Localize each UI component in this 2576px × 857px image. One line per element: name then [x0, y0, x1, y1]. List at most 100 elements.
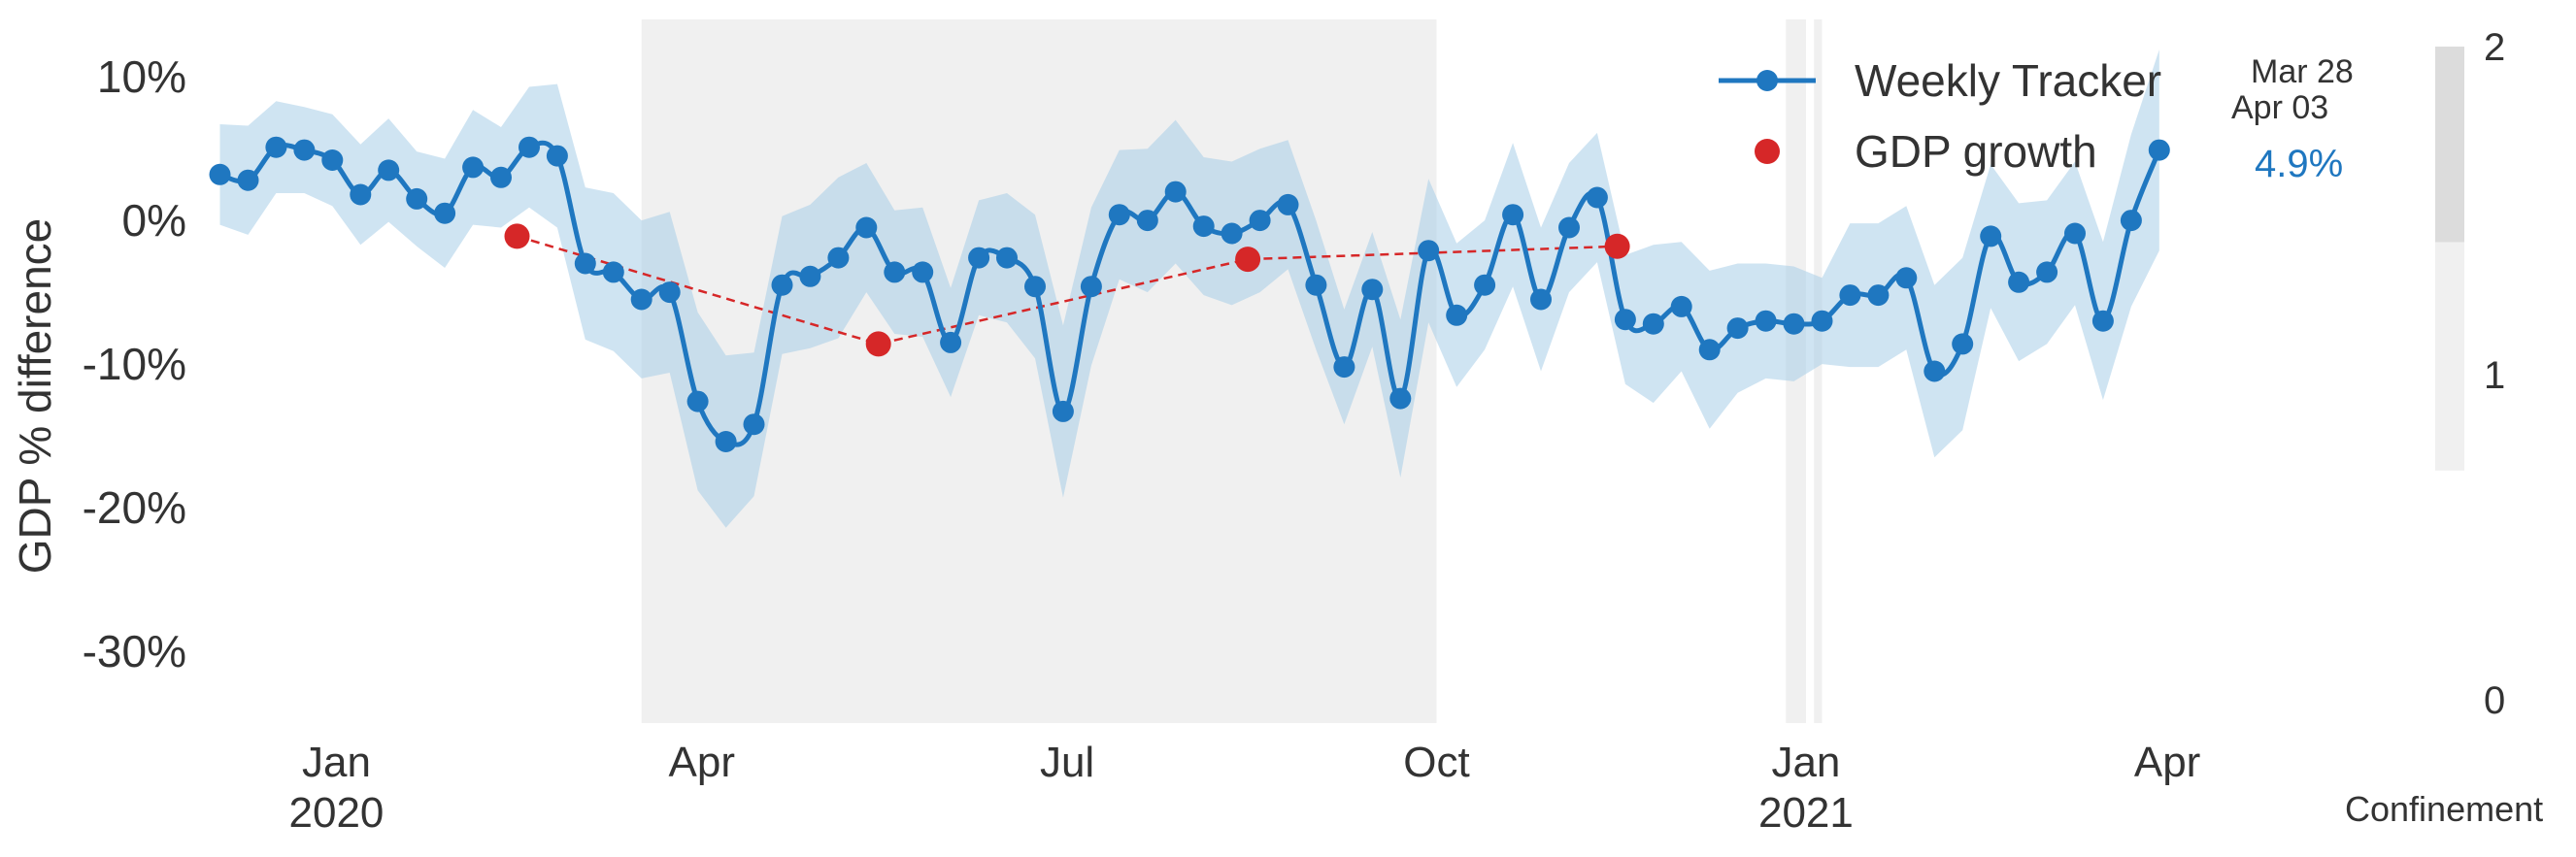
y-tick-label: 10% [97, 51, 186, 102]
x-tick-year: 2020 [289, 789, 385, 837]
weekly-tracker-point [1867, 284, 1890, 307]
weekly-tracker-point [602, 261, 624, 283]
weekly-tracker-point [1558, 216, 1580, 239]
y-tick-label: 0% [122, 195, 186, 246]
confinement-legend-band-2 [2435, 242, 2464, 471]
legend-marker-weekly-tracker [1756, 70, 1778, 91]
x-tick-month: Oct [1403, 739, 1469, 786]
legend-entry-gdp-growth: GDP growth [1755, 126, 2097, 177]
weekly-tracker-point [490, 166, 512, 188]
gdp-growth-point [504, 223, 530, 249]
annotation-date-2: Apr 03 [2231, 89, 2328, 126]
weekly-tracker-point [1389, 387, 1412, 410]
confinement-legend: 2 1 0 Confinement [2345, 26, 2543, 829]
weekly-tracker-point [321, 149, 344, 171]
weekly-tracker-point [462, 156, 485, 179]
y-axis-label: GDP % difference [10, 218, 60, 575]
weekly-tracker-point [1614, 309, 1636, 331]
weekly-tracker-point [1221, 222, 1243, 245]
confinement-legend-tick-2: 2 [2484, 26, 2505, 69]
weekly-tracker-point [1361, 279, 1384, 301]
weekly-tracker-point [771, 274, 793, 296]
weekly-tracker-point [855, 216, 878, 239]
confinement-legend-band-1 [2435, 47, 2464, 243]
weekly-tracker-point [1811, 310, 1833, 332]
weekly-tracker-point [350, 183, 372, 206]
y-axis-ticks: 10% 0% -10% -20% -30% [83, 51, 186, 676]
weekly-tracker-point [658, 281, 681, 304]
gdp-growth-point [1235, 247, 1261, 273]
weekly-tracker-point [1586, 186, 1608, 209]
weekly-tracker-point [1305, 274, 1327, 296]
annotation-latest-value: 4.9% [2255, 143, 2343, 185]
x-tick-year: 2021 [1758, 789, 1854, 837]
x-tick-month: Apr [2134, 739, 2200, 786]
weekly-tracker-point [1474, 274, 1496, 296]
weekly-tracker-point [1277, 193, 1299, 215]
weekly-tracker-point [1670, 295, 1692, 317]
weekly-tracker-point [1698, 339, 1721, 361]
weekly-tracker-point [237, 169, 259, 191]
weekly-tracker-point [2064, 222, 2086, 245]
x-tick-month: Jul [1040, 739, 1094, 786]
weekly-tracker-point [1333, 356, 1355, 379]
weekly-tracker-point [519, 136, 540, 158]
weekly-tracker-point [912, 261, 934, 283]
weekly-tracker-point [1642, 313, 1664, 335]
weekly-tracker-point [2008, 271, 2030, 293]
y-tick-label: -20% [83, 482, 186, 533]
weekly-tracker-point [1755, 310, 1777, 332]
weekly-tracker-point [1164, 181, 1187, 203]
weekly-tracker-point [1924, 360, 1946, 382]
y-tick-label: -30% [83, 626, 186, 676]
confinement-legend-tick-0: 0 [2484, 679, 2505, 722]
weekly-tracker-point [940, 331, 962, 353]
legend: Weekly Tracker GDP growth [1719, 55, 2161, 177]
weekly-tracker-point [743, 413, 765, 436]
weekly-tracker-point [630, 288, 652, 311]
weekly-tracker-point [686, 390, 709, 412]
legend-label-gdp-growth: GDP growth [1855, 126, 2097, 177]
confinement-legend-bands [2435, 47, 2464, 471]
legend-marker-gdp-growth [1755, 139, 1780, 164]
gdp-growth-point [865, 331, 891, 357]
weekly-tracker-point [1052, 400, 1074, 422]
weekly-tracker-layer [209, 136, 2170, 452]
weekly-tracker-point [1418, 240, 1440, 262]
weekly-tracker-point [378, 159, 400, 181]
weekly-tracker-point [406, 187, 428, 210]
weekly-tracker-point [1726, 317, 1749, 340]
weekly-tracker-point [2148, 139, 2170, 161]
weekly-tracker-point [2036, 261, 2058, 283]
weekly-tracker-point [1783, 313, 1805, 335]
y-tick-label: -10% [83, 339, 186, 389]
weekly-tracker-point [434, 202, 456, 224]
confinement-span-3 [1814, 19, 1823, 723]
weekly-tracker-point [1024, 276, 1046, 298]
weekly-tracker-point [209, 163, 231, 185]
weekly-tracker-point [546, 145, 568, 167]
weekly-tracker-point [1952, 333, 1974, 355]
weekly-tracker-point [2120, 210, 2142, 232]
x-tick-month: Jan [1771, 739, 1840, 786]
weekly-tracker-point [1502, 204, 1524, 226]
weekly-tracker-point [715, 431, 737, 452]
weekly-tracker-point [1192, 215, 1215, 238]
weekly-tracker-point [293, 139, 316, 161]
weekly-tracker-point [265, 136, 287, 158]
gdp-growth-point [1604, 233, 1630, 259]
latest-annotation: Mar 28 Apr 03 4.9% [2231, 53, 2354, 185]
weekly-tracker-point [2091, 310, 2114, 332]
weekly-tracker-point [1446, 304, 1468, 326]
weekly-tracker-point [884, 261, 906, 283]
weekly-tracker-point [968, 247, 990, 269]
weekly-tracker-point [1895, 267, 1918, 289]
weekly-tracker-point [1839, 284, 1861, 307]
legend-entry-weekly-tracker: Weekly Tracker [1719, 55, 2161, 106]
annotation-date-1: Mar 28 [2251, 53, 2354, 90]
weekly-tracker-point [1249, 210, 1271, 232]
weekly-tracker-point [1136, 210, 1158, 232]
confinement-legend-tick-1: 1 [2484, 354, 2505, 397]
